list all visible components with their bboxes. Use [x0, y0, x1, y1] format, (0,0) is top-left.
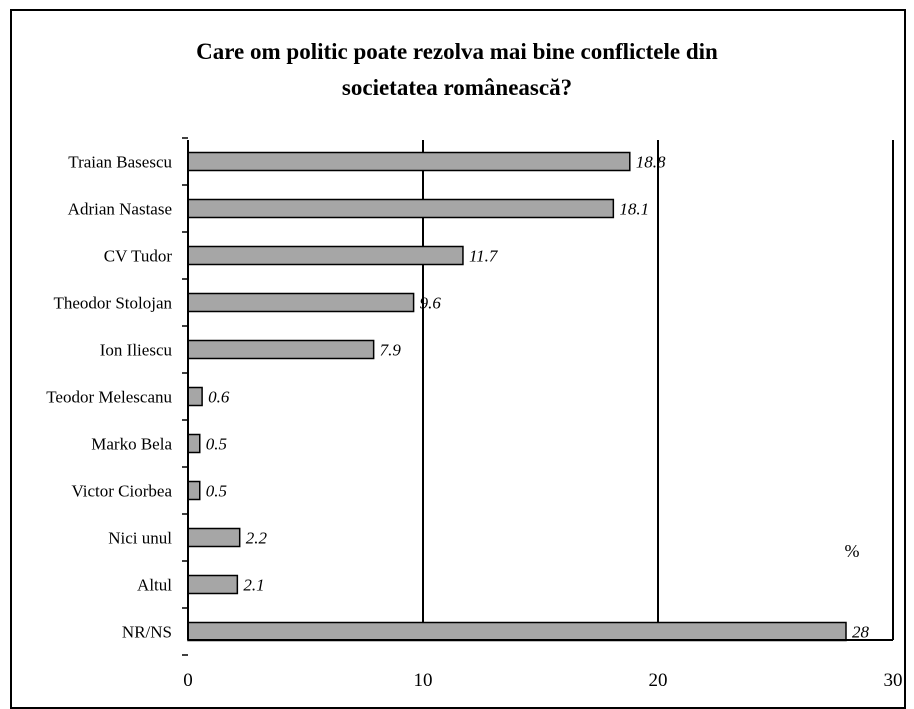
data-label: 18.8 [636, 153, 666, 172]
bar [187, 292, 415, 313]
category-label: Theodor Stolojan [53, 294, 172, 313]
category-label: Victor Ciorbea [72, 482, 173, 501]
data-label: 7.9 [380, 341, 402, 360]
data-label: 2.2 [246, 529, 268, 548]
bar [187, 198, 615, 219]
bar-chart: 18.8 18.1 11.7 9.6 7.9 0.6 0.5 0.5 2.2 2.1 28 0 10 2… [46, 137, 903, 691]
category-label: Nici unul [108, 529, 172, 548]
bar [187, 480, 201, 501]
bar [187, 621, 847, 642]
data-label: 28 [852, 623, 870, 642]
bar [187, 433, 201, 454]
chart-title-line-1: Care om politic poate rezolva mai bine c… [196, 39, 718, 64]
bar [187, 151, 631, 172]
axes: 0 10 20 30 Traian Basescu Adrian Nastase CV Tu… [46, 137, 903, 691]
unit-label: % [845, 541, 860, 561]
bar [187, 339, 375, 360]
data-label: 2.1 [243, 576, 264, 595]
data-label: 0.5 [206, 435, 227, 454]
category-label: Traian Basescu [68, 153, 172, 172]
category-label: Adrian Nastase [68, 200, 172, 219]
data-label: 11.7 [469, 247, 499, 266]
category-label: Marko Bela [91, 435, 172, 454]
category-label: Teodor Melescanu [46, 388, 172, 407]
bar [187, 527, 241, 548]
category-label: CV Tudor [104, 247, 173, 266]
bar [187, 386, 203, 407]
data-label: 18.1 [619, 200, 649, 219]
chart-title-line-2: societatea românească? [341, 74, 573, 100]
bars: 18.8 18.1 11.7 9.6 7.9 0.6 0.5 0.5 2.2 2.1 28 [187, 151, 870, 642]
x-tick-label-20: 20 [649, 670, 668, 691]
gridlines [422, 140, 894, 640]
x-tick-label-30: 30 [884, 670, 903, 691]
x-tick-label-10: 10 [414, 670, 433, 691]
bar [187, 245, 464, 266]
bar [187, 574, 239, 595]
chart-title: Care om politic poate rezolva mai bine c… [0, 34, 914, 105]
data-label: 0.6 [208, 388, 230, 407]
data-label: 0.5 [206, 482, 227, 501]
category-label: Altul [137, 576, 172, 595]
category-label: Ion Iliescu [100, 341, 173, 360]
chart-frame [10, 9, 906, 709]
category-label: NR/NS [122, 623, 172, 642]
x-tick-label-0: 0 [183, 670, 193, 691]
data-label: 9.6 [420, 294, 442, 313]
